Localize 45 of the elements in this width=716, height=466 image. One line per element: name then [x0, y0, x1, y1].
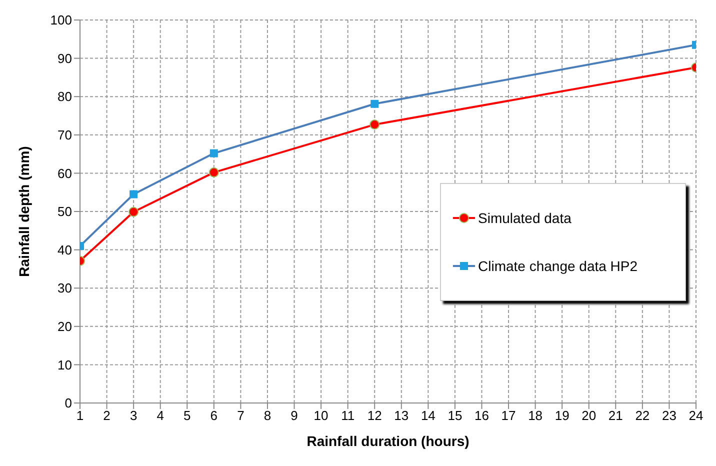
- x-tick-label: 17: [501, 408, 516, 424]
- x-tick-label: 15: [448, 408, 462, 424]
- y-tick-label: 100: [50, 12, 72, 28]
- x-tick-label: 7: [237, 408, 244, 424]
- x-tick-label: 23: [662, 408, 676, 424]
- y-tick-label: 50: [58, 204, 72, 220]
- y-tick-label: 60: [58, 166, 72, 181]
- x-tick-label: 10: [314, 408, 328, 424]
- x-tick-label: 19: [554, 408, 570, 424]
- legend-label: Simulated data: [478, 210, 572, 226]
- x-tick-label: 11: [341, 408, 355, 424]
- x-tick-label: 24: [688, 408, 704, 424]
- y-axis-title: Rainfall depth (mm): [16, 146, 32, 277]
- point: [210, 149, 218, 158]
- point: [128, 206, 139, 217]
- y-tick-label: 0: [64, 396, 72, 411]
- x-tick-label: 13: [394, 408, 409, 424]
- y-tick-label: 80: [58, 89, 72, 104]
- y-tick-label: 30: [58, 280, 72, 296]
- y-tick-label: 10: [58, 357, 72, 372]
- y-tick-label: 90: [58, 50, 72, 66]
- x-tick-label: 6: [210, 408, 218, 424]
- x-tick-label: 8: [264, 408, 272, 424]
- x-axis-title: Rainfall duration (hours): [306, 433, 470, 449]
- point: [370, 120, 380, 130]
- x-tick-label: 22: [635, 408, 650, 424]
- x-tick-label: 2: [103, 408, 110, 424]
- point: [130, 190, 138, 198]
- x-tick-label: 18: [528, 408, 543, 424]
- x-tick-label: 9: [290, 408, 298, 424]
- x-tick-label: 1: [76, 408, 84, 424]
- point: [208, 167, 219, 178]
- y-tick-label: 20: [58, 319, 72, 334]
- x-tick-label: 12: [367, 408, 382, 424]
- x-tick-label: 14: [420, 408, 436, 424]
- y-tick-label: 40: [58, 242, 72, 258]
- y-tick-label: 70: [58, 128, 72, 143]
- x-tick-label: 21: [608, 408, 623, 424]
- x-tick-label: 4: [156, 408, 164, 424]
- x-tick-label: 5: [184, 408, 191, 424]
- x-tick-label: 20: [582, 408, 596, 424]
- legend-label: Climate change data HP2: [478, 258, 638, 274]
- x-tick-label: 16: [474, 408, 489, 424]
- x-tick-label: 3: [130, 408, 138, 424]
- point: [370, 100, 379, 108]
